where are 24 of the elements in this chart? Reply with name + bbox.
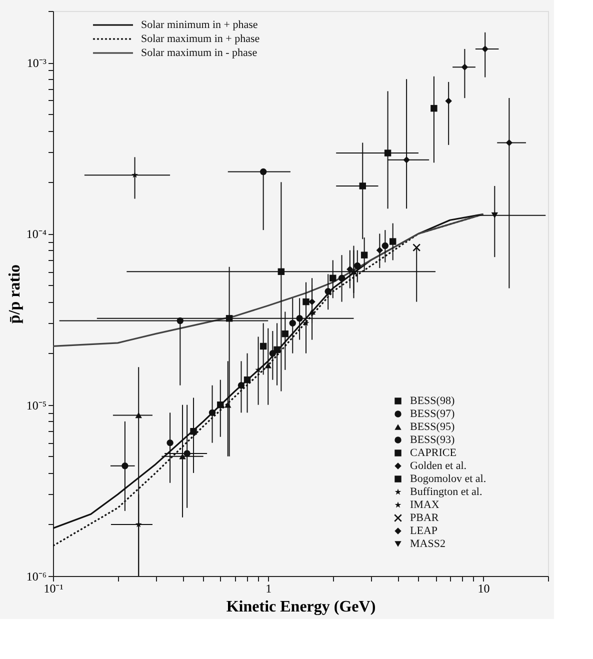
legend-label: Buffington et al. <box>410 486 482 498</box>
x-tick-label: 10 <box>478 582 490 596</box>
legend-label: LEAP <box>410 525 438 537</box>
legend-label: MASS2 <box>410 538 446 550</box>
y-axis-title: p̄/p ratio <box>6 264 24 324</box>
legend-label: PBAR <box>410 512 440 524</box>
legend-label: Bogomolov et al. <box>410 473 486 485</box>
legend-label: Solar minimum in + phase <box>141 19 258 31</box>
legend-label: BESS(95) <box>410 421 455 433</box>
y-tick-label: 10⁻⁵ <box>26 398 46 412</box>
legend-label: CAPRICE <box>410 447 457 459</box>
x-tick-label: 1 <box>266 582 272 596</box>
y-tick-label: 10⁻⁴ <box>26 227 46 242</box>
legend-label: IMAX <box>410 499 440 511</box>
legend-label: BESS(97) <box>410 408 455 420</box>
legend-label: Golden et al. <box>410 460 467 472</box>
legend-label: Solar maximum in - phase <box>141 47 258 59</box>
y-tick-label: 10⁻³ <box>26 56 47 70</box>
legend-label: BESS(98) <box>410 395 455 407</box>
legend-label: Solar maximum in + phase <box>141 33 260 45</box>
y-tick-label: 10⁻⁶ <box>26 570 46 584</box>
x-axis-title: Kinetic Energy (GeV) <box>226 598 376 616</box>
legend-label: BESS(93) <box>410 434 455 446</box>
x-tick-label: 10⁻¹ <box>44 582 64 596</box>
